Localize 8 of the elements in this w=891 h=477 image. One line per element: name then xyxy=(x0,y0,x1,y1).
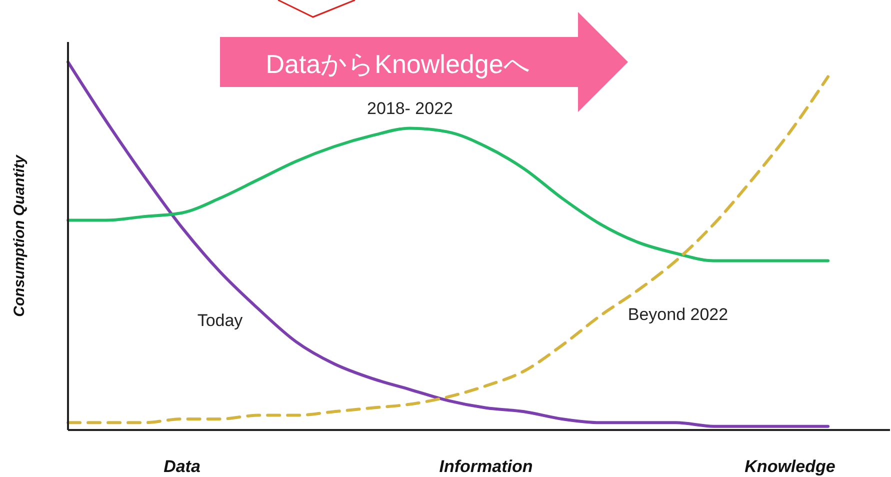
x-tick-label: Information xyxy=(439,457,533,476)
annotation: DataからKnowledgeへ xyxy=(266,49,530,79)
series-label: 2018- 2022 xyxy=(366,99,454,118)
y-axis-title: Consumption Quantity xyxy=(11,154,28,317)
series-label: Today xyxy=(197,310,244,330)
x-tick-label: Data xyxy=(164,457,200,476)
series-label: Beyond 2022 xyxy=(628,305,728,324)
x-tick-label: Knowledge xyxy=(744,457,836,476)
